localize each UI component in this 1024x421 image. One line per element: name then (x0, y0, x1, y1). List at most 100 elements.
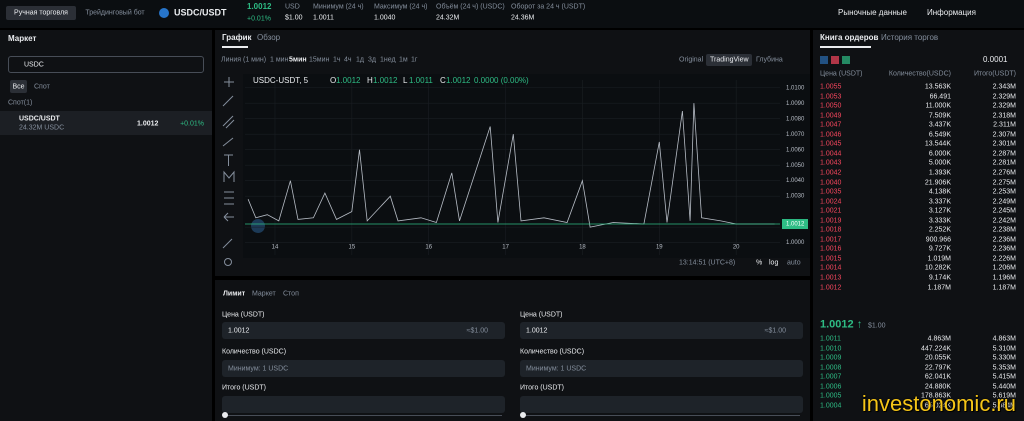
chart-option[interactable]: log (769, 259, 779, 267)
tab[interactable]: Ручная торговля (14, 9, 68, 17)
input[interactable] (222, 360, 505, 377)
interval[interactable]: 5мин (289, 56, 307, 64)
input[interactable] (222, 322, 505, 339)
interval[interactable]: 3д (368, 56, 376, 64)
book-total: 2.226M (992, 255, 1016, 263)
book-total: 2.311M (993, 121, 1016, 129)
book-total: 2.242M (992, 217, 1016, 225)
slider-knob[interactable] (520, 412, 526, 418)
y-tick-label: 1.0040 (786, 178, 805, 184)
market-row[interactable] (0, 111, 212, 135)
tab[interactable]: Обзор (257, 33, 281, 42)
chart-style[interactable]: Линия (1 мин) (221, 56, 267, 64)
filter[interactable]: Все (12, 83, 25, 91)
interval[interactable]: 1 мин (270, 56, 289, 64)
field-label: Количество (USDC) (222, 348, 287, 356)
book-total: 2.281M (992, 159, 1016, 167)
price: 1.0012 (247, 2, 272, 11)
slider-knob[interactable] (222, 412, 228, 418)
tab[interactable]: Книга ордеров (820, 33, 879, 42)
interval[interactable]: 1д (356, 56, 364, 64)
book-amount: 5.000K (928, 159, 951, 167)
view[interactable]: Original (679, 56, 704, 64)
tab-underline (820, 46, 871, 48)
filter-active[interactable] (10, 80, 27, 93)
slider[interactable] (225, 415, 502, 416)
book-price: 1.0012 (820, 284, 842, 292)
ohlc-label: O (330, 76, 337, 85)
book-total: 2.343M (992, 83, 1016, 91)
book-amount: 66.491 (929, 93, 951, 101)
book-total: 2.238M (992, 226, 1016, 234)
link[interactable]: Информация (927, 8, 976, 17)
ohlc-label: C (440, 76, 446, 85)
chart-option[interactable]: auto (787, 259, 801, 267)
book-total: 5.619M (992, 392, 1016, 400)
input[interactable] (520, 396, 803, 413)
book-total: 5.310M (992, 345, 1016, 353)
row-change: +0.01% (180, 120, 204, 128)
input[interactable] (222, 396, 505, 413)
col-header: Итого(USDT) (973, 70, 1016, 78)
book-price: 1.0015 (820, 255, 842, 263)
book-view[interactable] (820, 56, 828, 64)
book-view[interactable] (831, 56, 839, 64)
view[interactable]: Глубина (756, 56, 783, 64)
interval[interactable]: 4ч (344, 56, 352, 64)
view-active[interactable] (706, 54, 752, 66)
book-total: 4.863M (992, 335, 1016, 343)
interval[interactable]: 1нед (380, 56, 396, 64)
drawing-tools[interactable] (222, 77, 235, 266)
book-total: 5.415M (992, 373, 1016, 381)
book-amount: 21.906K (924, 179, 951, 186)
view[interactable]: TradingView (710, 56, 749, 64)
order-type[interactable]: Стоп (283, 290, 299, 298)
stat-value: 24.32M (436, 14, 460, 22)
tab[interactable]: История торгов (881, 33, 939, 42)
input[interactable] (520, 322, 803, 339)
ohlc-change: 0.0000 (0.00%) (474, 76, 529, 85)
book-price: 1.0047 (820, 121, 842, 129)
book-amount: 4.138K (928, 188, 951, 196)
interval[interactable]: 1г (411, 56, 418, 64)
book-price: 1.0007 (820, 373, 842, 381)
book-price: 1.0013 (820, 274, 842, 282)
book-price: 1.0044 (820, 150, 842, 158)
chart-option[interactable]: % (756, 259, 763, 267)
interval[interactable]: 15мин (309, 56, 330, 64)
step[interactable]: 0.0001 (983, 55, 1008, 64)
last-price-label: 1.0012 (786, 222, 805, 228)
book-amount: 447.224K (921, 345, 951, 353)
search-text: USDC (24, 61, 44, 69)
link[interactable]: Рыночные данные (838, 8, 907, 17)
book-amount: 2.252K (928, 226, 951, 234)
x-tick-label: 18 (579, 245, 586, 251)
search[interactable] (8, 56, 204, 73)
book-price: 1.0018 (820, 226, 842, 234)
stat-label: USD (285, 3, 300, 11)
tab[interactable]: График (222, 33, 252, 42)
book-amount: 10.282K (924, 264, 951, 272)
book-amount: 3.337K (928, 198, 951, 206)
book-amount: 62.041K (924, 373, 951, 381)
chart-logo (251, 219, 265, 233)
book-total: 2.329M (992, 102, 1016, 110)
slider[interactable] (523, 415, 800, 416)
interval[interactable]: 1м (399, 56, 408, 64)
tab-active[interactable] (6, 6, 76, 20)
book-amount: 13.544K (924, 140, 951, 148)
book-amount: 9.174K (928, 274, 951, 282)
interval[interactable]: 1ч (333, 56, 341, 64)
stat-label: Оборот за 24 ч (USDT) (511, 3, 586, 11)
tab[interactable]: Трейдинговый бот (85, 9, 145, 17)
book-total: 2.236M (992, 236, 1016, 244)
book-price: 1.0045 (820, 140, 842, 148)
x-tick-label: 14 (272, 245, 279, 251)
order-type[interactable]: Маркет (252, 290, 276, 298)
time: 13:14:51 (UTC+8) (679, 259, 736, 267)
order-type[interactable]: Лимит (223, 290, 246, 298)
input[interactable] (520, 360, 803, 377)
pair[interactable]: USDC/USDT (174, 7, 227, 18)
filter[interactable]: Спот (34, 83, 50, 91)
book-view[interactable] (842, 56, 850, 64)
